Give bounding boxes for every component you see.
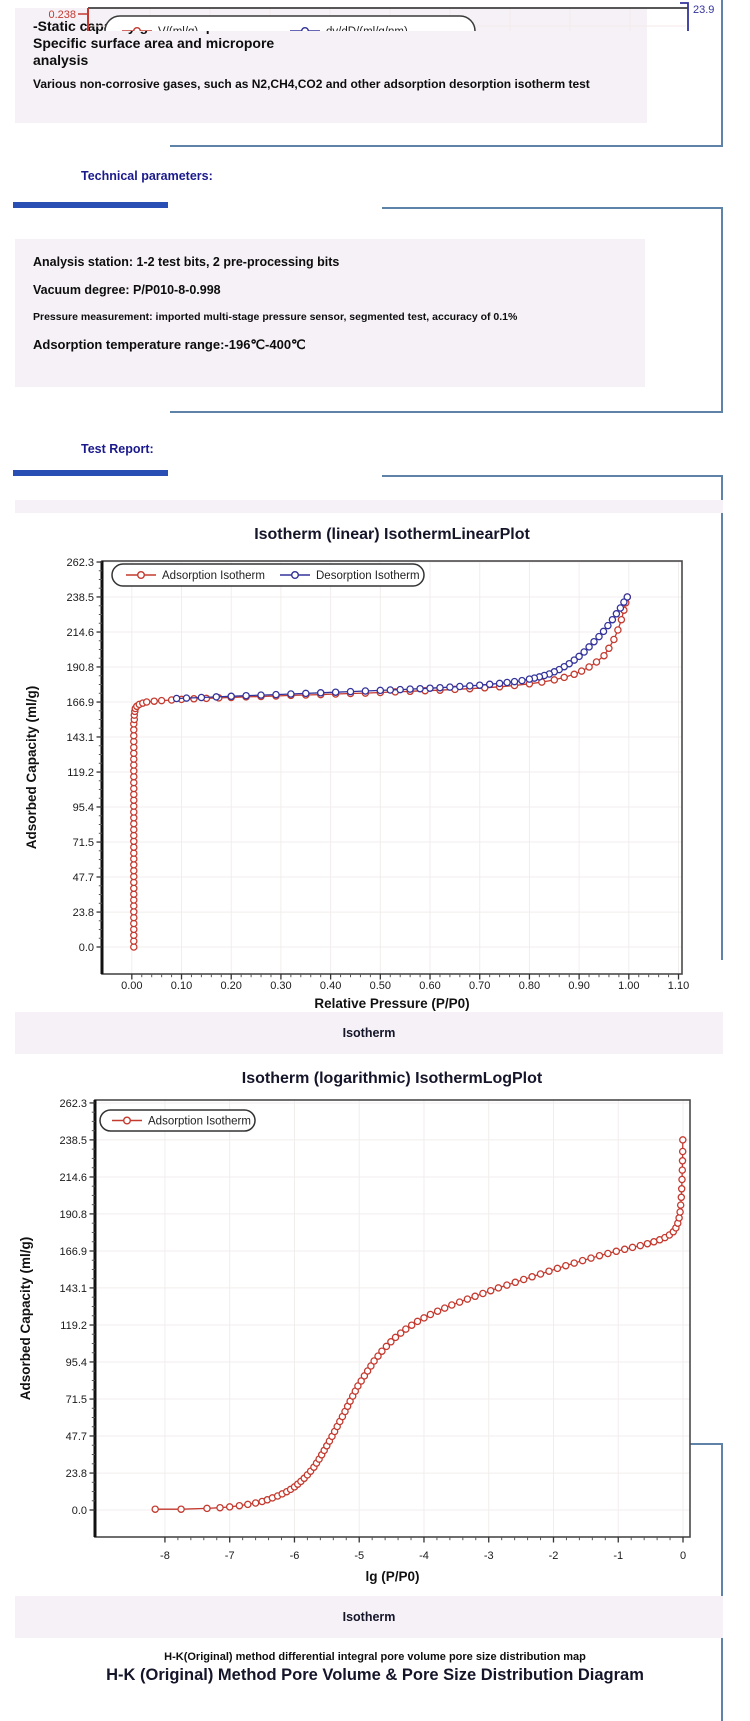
hk-pore-distribution-chart: 0.238 23.9 V/(ml/g) dv/dD/(ml/g/nm) [0, 0, 750, 31]
hk-chart-title: H-K (Original) Method Pore Volume & Pore… [106, 1666, 644, 1684]
svg-text:0.0: 0.0 [79, 942, 94, 954]
hk-legend-label-v: V/(ml/g) [158, 26, 198, 31]
svg-text:143.1: 143.1 [59, 1283, 87, 1295]
hk-left-axis-label: 0.238 [48, 9, 76, 21]
section-border-line [170, 411, 723, 413]
section-border-line [170, 145, 723, 147]
section-border-line [721, 1443, 723, 1721]
svg-text:47.7: 47.7 [66, 1431, 87, 1443]
svg-text:-8: -8 [160, 1550, 170, 1562]
parameter-pressure-measurement: Pressure measurement: imported multi-sta… [33, 311, 518, 323]
svg-text:1.10: 1.10 [668, 980, 689, 992]
svg-text:Adsorbed Capacity (ml/g): Adsorbed Capacity (ml/g) [24, 686, 39, 850]
svg-text:0.0: 0.0 [72, 1505, 87, 1517]
svg-text:190.8: 190.8 [59, 1209, 87, 1221]
svg-text:119.2: 119.2 [67, 767, 94, 779]
svg-text:Adsorption Isotherm: Adsorption Isotherm [162, 570, 265, 582]
technical-parameters-heading: Technical parameters: [81, 169, 213, 183]
hk-right-axis [680, 2, 689, 31]
hero-description: Various non-corrosive gases, such as N2,… [33, 77, 590, 91]
parameter-analysis-station: Analysis station: 1-2 test bits, 2 pre-p… [33, 255, 340, 269]
svg-text:Adsorbed Capacity (ml/g): Adsorbed Capacity (ml/g) [18, 1237, 33, 1401]
svg-text:0.90: 0.90 [568, 980, 589, 992]
hero-title-line-2: Specific surface area and micropore [33, 35, 275, 51]
svg-text:166.9: 166.9 [59, 1246, 87, 1258]
hk-legend-marker-blue-circle [301, 27, 309, 31]
svg-text:95.4: 95.4 [66, 1357, 87, 1369]
svg-text:0.00: 0.00 [121, 980, 142, 992]
parameter-temperature-range: Adsorption temperature range:-196℃-400℃ [33, 337, 306, 352]
svg-text:0.60: 0.60 [419, 980, 440, 992]
svg-text:190.8: 190.8 [66, 662, 94, 674]
svg-text:262.3: 262.3 [66, 557, 94, 569]
section-border-line [382, 207, 723, 209]
section-border-line [721, 207, 723, 413]
svg-text:-1: -1 [613, 1550, 623, 1562]
svg-text:0.50: 0.50 [370, 980, 391, 992]
technical-parameters-panel: Analysis station: 1-2 test bits, 2 pre-p… [15, 239, 645, 387]
svg-text:Adsorption Isotherm: Adsorption Isotherm [148, 1116, 251, 1128]
hk-legend-label-dvdd: dv/dD/(ml/g/nm) [326, 26, 408, 31]
svg-text:143.1: 143.1 [66, 732, 94, 744]
isotherm-linear-chart: 0.00 0.10 0.20 0.30 0.40 0.50 0.60 0.70 0.80 0.90… [24, 557, 689, 1011]
isotherm-linear-chart-title: Isotherm (linear) IsothermLinearPlot [254, 526, 530, 543]
svg-text:95.4: 95.4 [73, 802, 94, 814]
section-border-line [721, 475, 723, 960]
isotherm-linear-caption: Isotherm [15, 1012, 723, 1054]
svg-text:214.6: 214.6 [59, 1172, 87, 1184]
hero-title-line-3: analysis [33, 52, 89, 68]
section-border-line [382, 475, 723, 477]
svg-text:214.6: 214.6 [66, 627, 94, 639]
svg-text:Desorption Isotherm: Desorption Isotherm [316, 570, 420, 582]
svg-text:238.5: 238.5 [66, 592, 94, 604]
svg-text:lg (P/P0): lg (P/P0) [365, 1569, 419, 1584]
svg-text:23.8: 23.8 [73, 907, 94, 919]
svg-text:-4: -4 [419, 1550, 429, 1562]
hk-chart-subtitle: H-K(Original) method differential integr… [164, 1651, 586, 1663]
svg-text:166.9: 166.9 [66, 697, 94, 709]
isotherm-log-chart: -8 -7 -6 -5 -4 -3 -2 -1 0 0.0 23.8 47.7 71.5 95.4 119.… [18, 1098, 691, 1584]
svg-text:0.80: 0.80 [519, 980, 540, 992]
svg-text:0.10: 0.10 [171, 980, 192, 992]
test-report-heading: Test Report: [81, 442, 154, 456]
hk-legend-marker-red-circle [133, 27, 141, 31]
hk-right-axis-label: 23.9 [693, 4, 714, 16]
svg-text:-5: -5 [354, 1550, 364, 1562]
hk-legend-box [104, 15, 476, 31]
heading-underline-bar [13, 202, 168, 208]
svg-text:-7: -7 [225, 1550, 235, 1562]
svg-text:0.70: 0.70 [469, 980, 490, 992]
spacer-band [15, 500, 723, 513]
svg-text:1.00: 1.00 [618, 980, 639, 992]
svg-text:23.8: 23.8 [66, 1468, 87, 1480]
svg-text:0.30: 0.30 [270, 980, 291, 992]
svg-text:71.5: 71.5 [66, 1394, 87, 1406]
svg-text:238.5: 238.5 [59, 1135, 87, 1147]
svg-text:-6: -6 [290, 1550, 300, 1562]
svg-text:71.5: 71.5 [73, 837, 94, 849]
svg-text:0.20: 0.20 [221, 980, 242, 992]
isotherm-log-caption: Isotherm [15, 1596, 723, 1638]
isotherm-log-chart-title: Isotherm (logarithmic) IsothermLogPlot [241, 1070, 543, 1087]
svg-text:-3: -3 [484, 1550, 494, 1562]
heading-underline-bar [13, 470, 168, 476]
svg-text:0.40: 0.40 [320, 980, 341, 992]
svg-text:119.2: 119.2 [60, 1320, 87, 1332]
svg-text:0: 0 [680, 1550, 686, 1562]
svg-text:Relative Pressure (P/P0): Relative Pressure (P/P0) [314, 996, 469, 1011]
svg-text:-2: -2 [549, 1550, 559, 1562]
svg-text:47.7: 47.7 [73, 872, 94, 884]
svg-text:262.3: 262.3 [59, 1098, 87, 1110]
parameter-vacuum-degree: Vacuum degree: P/P010-8-0.998 [33, 283, 221, 297]
section-border-line [721, 0, 723, 147]
